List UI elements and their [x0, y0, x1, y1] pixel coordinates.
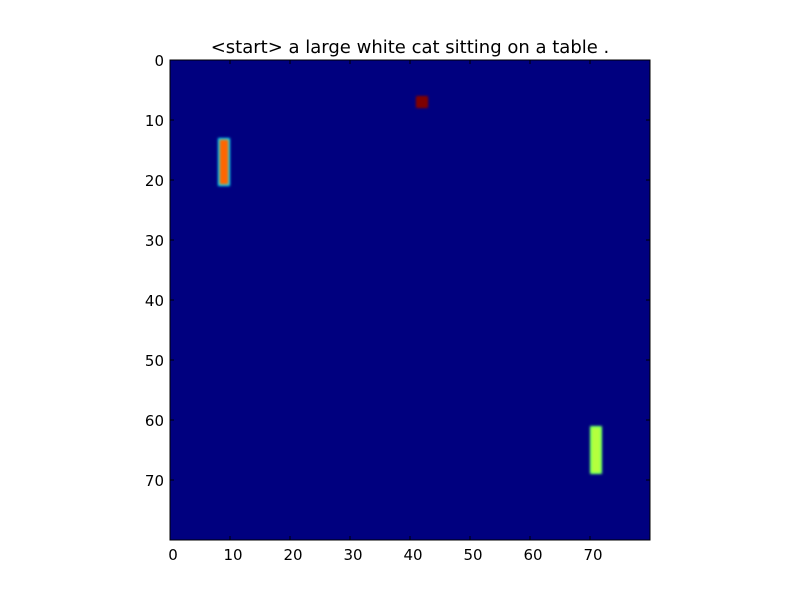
- x-tick-label: 60: [523, 546, 542, 564]
- y-tick-label: 50: [145, 352, 164, 370]
- heatmap-regions: [218, 96, 602, 474]
- y-tick-label: 0: [154, 52, 164, 70]
- heatmap-background: [170, 60, 650, 540]
- x-tick-label: 20: [283, 546, 302, 564]
- x-tick-label: 40: [403, 546, 422, 564]
- y-tick-label: 30: [145, 232, 164, 250]
- y-tick-label: 20: [145, 172, 164, 190]
- x-tick-label: 30: [343, 546, 362, 564]
- chart-title: <start> a large white cat sitting on a t…: [211, 37, 610, 58]
- x-tick-label: 70: [583, 546, 602, 564]
- x-tick-label: 10: [223, 546, 242, 564]
- y-tick-label: 70: [145, 472, 164, 490]
- x-tick-label: 50: [463, 546, 482, 564]
- heatmap-region-1: [219, 139, 229, 185]
- x-axis: 0 10 20 30 40 50 60 70: [168, 60, 603, 564]
- y-tick-label: 40: [145, 292, 164, 310]
- heatmap-region-3: [591, 427, 601, 473]
- heatmap-region-2: [417, 97, 427, 107]
- y-tick-label: 60: [145, 412, 164, 430]
- y-tick-label: 10: [145, 112, 164, 130]
- y-axis: 0 10 20 30 40 50 60 70: [145, 52, 650, 490]
- x-tick-label: 0: [168, 546, 178, 564]
